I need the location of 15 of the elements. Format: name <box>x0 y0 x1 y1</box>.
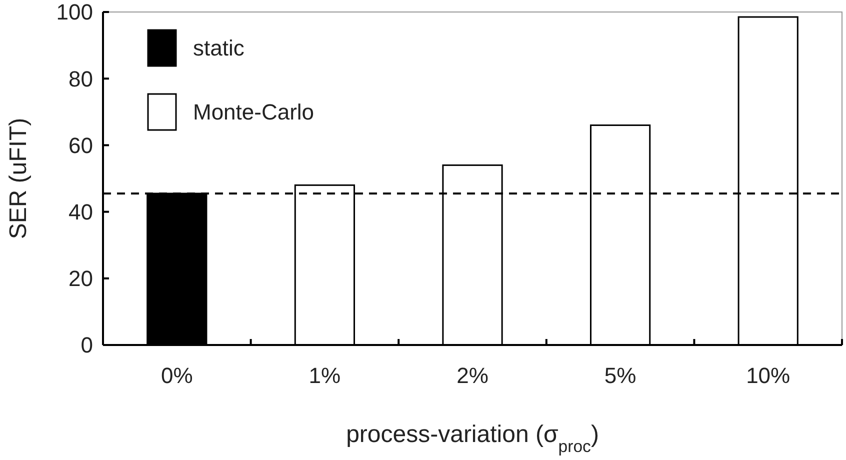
y-tick-label: 20 <box>68 266 93 292</box>
y-tick-label: 100 <box>56 0 93 25</box>
legend-label: Monte-Carlo <box>193 100 314 125</box>
y-tick-label: 0 <box>80 332 93 358</box>
legend-label: static <box>193 36 244 61</box>
y-tick-label: 60 <box>68 132 93 158</box>
x-tick-label: 2% <box>456 363 488 388</box>
y-axis-title: SER (uFIT) <box>5 118 32 240</box>
x-tick-label: 1% <box>308 363 341 388</box>
x-axis-title: process-variation (σ$_{proc}$) <box>346 421 599 456</box>
x-tick-label: 5% <box>604 363 636 388</box>
y-tick-label: 80 <box>68 66 93 92</box>
x-tick-label: 0% <box>161 363 193 388</box>
x-tick-label: 10% <box>746 363 790 388</box>
y-tick-label: 40 <box>68 200 93 224</box>
